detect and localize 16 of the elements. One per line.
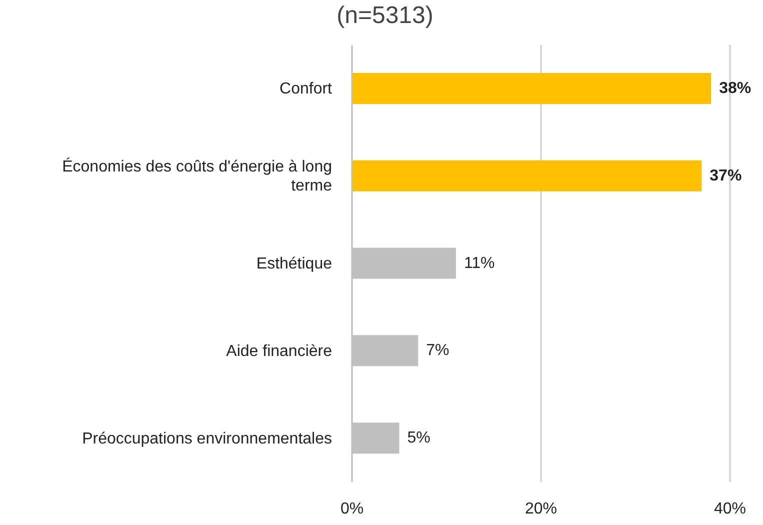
y-tick-label: Économies des coûts d'énergie à long terme <box>62 157 332 194</box>
y-tick-label: Aide financière <box>226 342 332 360</box>
data-label: 7% <box>426 342 450 360</box>
y-tick-label: Confort <box>280 80 333 98</box>
data-label: 11% <box>464 254 495 272</box>
bar <box>352 72 712 104</box>
y-tick-label: Préoccupations environnementales <box>82 430 332 447</box>
chart-title: (n=5313) <box>336 2 434 30</box>
x-tick-label: 20% <box>524 500 558 518</box>
data-label: 5% <box>407 430 430 447</box>
data-label: 38% <box>719 80 752 97</box>
data-label: 37% <box>710 167 742 184</box>
y-tick-label: Esthétique <box>256 255 332 272</box>
bar <box>352 160 702 192</box>
x-tick-label: 40% <box>714 500 746 518</box>
x-tick-label: 0% <box>340 500 364 518</box>
